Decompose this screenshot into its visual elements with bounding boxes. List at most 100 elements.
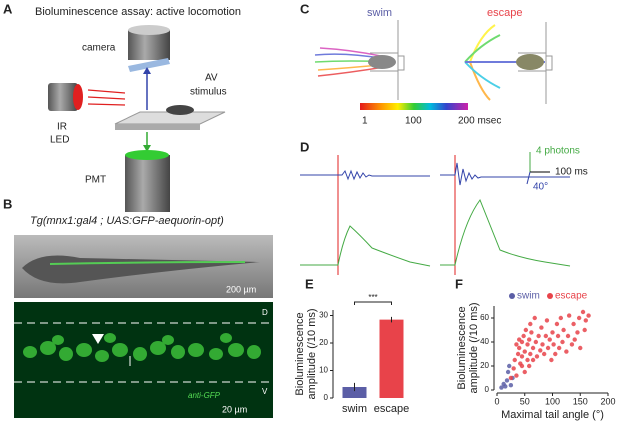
panel-label: A (3, 1, 13, 16)
point (571, 321, 576, 327)
legend-marker (547, 293, 553, 299)
point (514, 342, 519, 347)
significance-bracket (354, 301, 392, 305)
ventral-label: V (262, 387, 268, 396)
scale-label: 20 µm (222, 404, 247, 414)
point (530, 357, 536, 363)
point (514, 373, 519, 378)
point (540, 342, 545, 347)
point (504, 378, 510, 383)
point (511, 366, 516, 371)
chamber (370, 20, 405, 100)
panel-label: B (3, 196, 12, 211)
arrow-head (143, 67, 151, 74)
point (522, 369, 527, 375)
y-tick-label: 20 (319, 338, 328, 347)
point (503, 384, 508, 389)
point (517, 337, 522, 342)
point (521, 333, 526, 339)
point (515, 351, 521, 357)
scale-label: 200 µm (226, 284, 256, 294)
legend-marker (509, 293, 515, 299)
point (549, 357, 554, 363)
point (536, 333, 541, 339)
fish-head (368, 55, 396, 69)
y-tick-label: 10 (319, 366, 328, 375)
panel-title: Tg(mnx1:gal4 ; UAS:GFP-aequorin-opt) (30, 215, 224, 227)
point (512, 357, 517, 363)
bar (342, 387, 367, 398)
scale-label: 40° (533, 182, 548, 193)
stage (114, 111, 226, 125)
pmt-window (125, 150, 169, 160)
point (561, 327, 566, 333)
point (554, 321, 560, 327)
point (555, 333, 561, 339)
chamber (518, 22, 553, 104)
tail-trace (440, 162, 570, 186)
point (533, 339, 539, 345)
point (576, 315, 582, 321)
x-axis-label: Maximal tail angle (°) (501, 409, 604, 421)
led-label: IR (57, 122, 67, 133)
y-tick-label: 40 (480, 337, 489, 346)
fish-head (516, 54, 544, 70)
camera-label: camera (82, 43, 116, 54)
stimulus-label: stimulus (190, 87, 227, 98)
point (534, 354, 540, 359)
point (582, 327, 587, 333)
point (508, 383, 514, 388)
speaker (166, 105, 194, 115)
x-tick-label: 0 (494, 396, 499, 406)
point (547, 337, 552, 342)
point (558, 315, 564, 321)
point (553, 351, 558, 357)
scale-label: 100 ms (555, 167, 588, 178)
point (543, 333, 549, 339)
point (550, 330, 555, 335)
point (528, 321, 533, 327)
point (525, 342, 530, 347)
stimulus-label: AV (205, 73, 218, 84)
pmt-label: PMT (85, 175, 106, 186)
panel-label: D (300, 139, 309, 154)
point (569, 342, 575, 347)
pmt (125, 155, 170, 212)
point (532, 315, 537, 321)
point (580, 309, 586, 315)
point (508, 375, 514, 381)
ir-beams (87, 89, 126, 106)
led-label: LED (50, 135, 69, 146)
point (538, 348, 543, 353)
point (522, 349, 527, 354)
colorbar-tick: 200 msec (458, 116, 501, 127)
y-axis-label: Bioluminescence (456, 306, 468, 389)
stage-side (115, 124, 200, 130)
point (505, 369, 511, 375)
point (499, 385, 504, 390)
scale-bar (526, 171, 531, 185)
point (526, 363, 532, 369)
panel-title: Bioluminescence assay: active locomotion (35, 6, 241, 18)
point (507, 363, 512, 369)
point (566, 313, 572, 318)
x-tick-label: 50 (520, 396, 530, 406)
panel-label: E (305, 276, 314, 291)
point (523, 327, 529, 333)
point (541, 351, 547, 357)
point (578, 345, 583, 351)
y-tick-label: 60 (480, 313, 489, 322)
bar (379, 319, 404, 398)
point (572, 337, 577, 342)
arrowhead-marker (92, 334, 104, 344)
point (530, 345, 536, 351)
point (525, 357, 530, 363)
point (517, 345, 522, 351)
colorbar-tick: 1 (362, 116, 368, 127)
legend-label: swim (517, 291, 540, 302)
x-tick-label: 150 (573, 396, 588, 406)
point (565, 333, 571, 339)
y-tick-label: 30 (319, 311, 328, 320)
